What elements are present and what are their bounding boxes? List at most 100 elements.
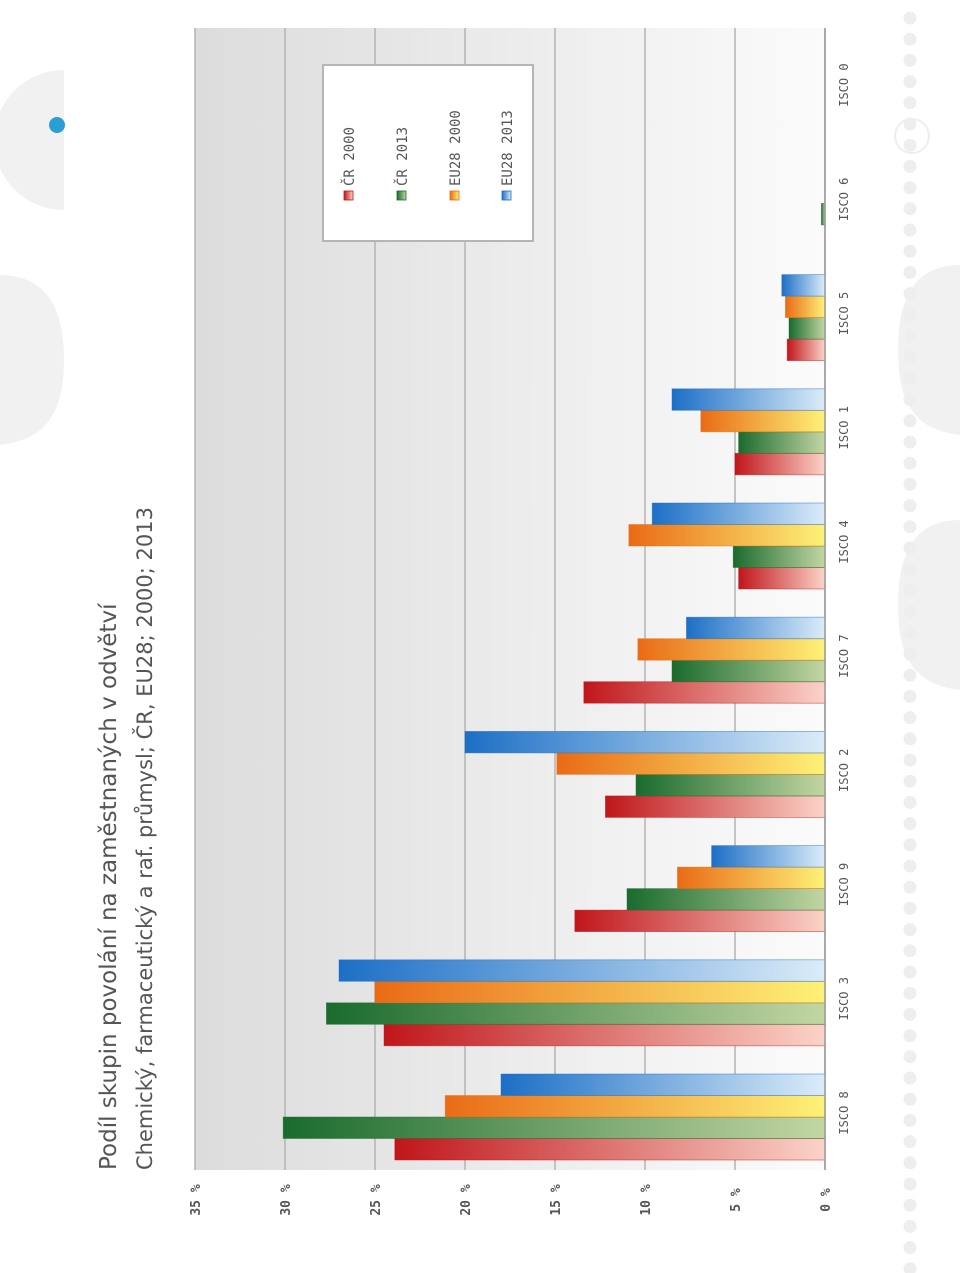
bar bbox=[638, 639, 825, 661]
legend-swatch bbox=[450, 191, 459, 200]
bar bbox=[465, 731, 825, 753]
decor-dot bbox=[904, 96, 917, 109]
bar bbox=[627, 889, 825, 911]
legend: ČR 2000 ČR 2013 EU28 2000 EU28 2013 bbox=[323, 65, 533, 241]
decor-dot bbox=[904, 1220, 917, 1233]
legend-swatch bbox=[502, 191, 511, 200]
decor-dot bbox=[904, 1156, 917, 1169]
category-label: ISCO 0 bbox=[837, 63, 851, 106]
decor-dot bbox=[904, 520, 917, 533]
bar bbox=[339, 960, 825, 982]
category-label: ISCO 8 bbox=[837, 1091, 851, 1134]
bar bbox=[686, 617, 825, 639]
bar bbox=[575, 910, 825, 932]
decor-dot bbox=[904, 754, 917, 767]
legend-swatch bbox=[397, 191, 406, 200]
decor-arc-left bbox=[0, 275, 64, 445]
decor-dot bbox=[904, 966, 917, 979]
legend-label: ČR 2013 bbox=[393, 127, 411, 186]
value-axis: 0 % 5 % 10 % 15 % 20 % 25 % 30 % 35 % bbox=[189, 1184, 834, 1215]
decor-dot bbox=[904, 1093, 917, 1106]
decor-dot bbox=[904, 54, 917, 67]
decor-dot bbox=[904, 584, 917, 597]
tick-label: 10 % bbox=[639, 1184, 654, 1215]
category-label: ISCO 9 bbox=[837, 863, 851, 906]
decor-dot bbox=[904, 457, 917, 470]
decor-dot bbox=[904, 732, 917, 745]
decor-dot bbox=[904, 775, 917, 788]
bar bbox=[672, 660, 825, 682]
decor-dot bbox=[904, 1199, 917, 1212]
bar bbox=[701, 410, 825, 432]
decor-dot bbox=[904, 1008, 917, 1021]
decor-dot bbox=[904, 266, 917, 279]
category-label: ISCO 7 bbox=[837, 634, 851, 677]
bar bbox=[739, 432, 825, 454]
decor-dot bbox=[904, 12, 917, 25]
decor-dot bbox=[904, 669, 917, 682]
bar bbox=[735, 453, 825, 475]
decor-dot bbox=[904, 1050, 917, 1063]
decor-dot bbox=[904, 245, 917, 258]
decor-dot bbox=[904, 478, 917, 491]
decor-dot bbox=[904, 202, 917, 215]
chart: 0 %5 %10 %15 %20 %25 %30 %35 % ISCO 8ISC… bbox=[0, 0, 960, 1273]
chart-title: Podíl skupin povolání na zaměstnaných v … bbox=[96, 603, 122, 1170]
decor-dot bbox=[904, 393, 917, 406]
tick-label: 30 % bbox=[279, 1184, 294, 1215]
decor-dot bbox=[904, 436, 917, 449]
decor-dot bbox=[904, 944, 917, 957]
bar bbox=[445, 1096, 825, 1118]
category-label: ISCO 4 bbox=[837, 520, 851, 563]
decor-dot bbox=[904, 563, 917, 576]
decor-dot bbox=[904, 75, 917, 88]
bar bbox=[787, 339, 825, 361]
bar bbox=[384, 1024, 825, 1046]
decor-dot bbox=[904, 372, 917, 385]
decor-dot bbox=[904, 817, 917, 830]
bar bbox=[785, 296, 825, 318]
bar bbox=[605, 796, 825, 818]
decor-dot bbox=[904, 987, 917, 1000]
decor-dot bbox=[904, 1178, 917, 1191]
bar bbox=[739, 568, 825, 590]
decor-dot bbox=[904, 181, 917, 194]
decor-dot bbox=[904, 33, 917, 46]
decor-dot bbox=[904, 139, 917, 152]
decor-dot bbox=[904, 542, 917, 555]
decor-dot bbox=[904, 1241, 917, 1254]
decor-dot bbox=[904, 626, 917, 639]
tick-label: 5 % bbox=[729, 1188, 744, 1212]
bar bbox=[672, 389, 825, 411]
decor-dot bbox=[904, 224, 917, 237]
decor-dot bbox=[904, 1072, 917, 1085]
bar bbox=[375, 981, 825, 1003]
legend-swatch bbox=[344, 191, 353, 200]
bar bbox=[636, 774, 825, 796]
category-label: ISCO 6 bbox=[837, 178, 851, 221]
decor-dot bbox=[904, 923, 917, 936]
tick-label: 25 % bbox=[369, 1184, 384, 1215]
decor-dot bbox=[904, 1114, 917, 1127]
decor-dot-blue bbox=[49, 117, 65, 133]
category-label: ISCO 5 bbox=[837, 292, 851, 335]
category-label: ISCO 1 bbox=[837, 406, 851, 449]
tick-label: 20 % bbox=[459, 1184, 474, 1215]
decor-arc-top-left bbox=[0, 70, 64, 210]
decor-dot bbox=[904, 351, 917, 364]
bar bbox=[326, 1003, 825, 1025]
bar bbox=[501, 1074, 825, 1096]
bar bbox=[789, 318, 825, 340]
tick-label: 15 % bbox=[549, 1184, 564, 1215]
decor-dot bbox=[904, 711, 917, 724]
decor-dot bbox=[904, 838, 917, 851]
decor-dot bbox=[904, 414, 917, 427]
category-axis: ISCO 8 ISCO 3 ISCO 9 ISCO 2 ISCO 7 ISCO 4 ISCO… bbox=[837, 63, 851, 1134]
bar bbox=[733, 546, 825, 568]
bar bbox=[629, 525, 825, 547]
decor-dot bbox=[904, 881, 917, 894]
decor-dot bbox=[904, 1262, 917, 1273]
bar bbox=[283, 1117, 825, 1139]
decor-dot bbox=[904, 690, 917, 703]
bar bbox=[677, 867, 825, 889]
